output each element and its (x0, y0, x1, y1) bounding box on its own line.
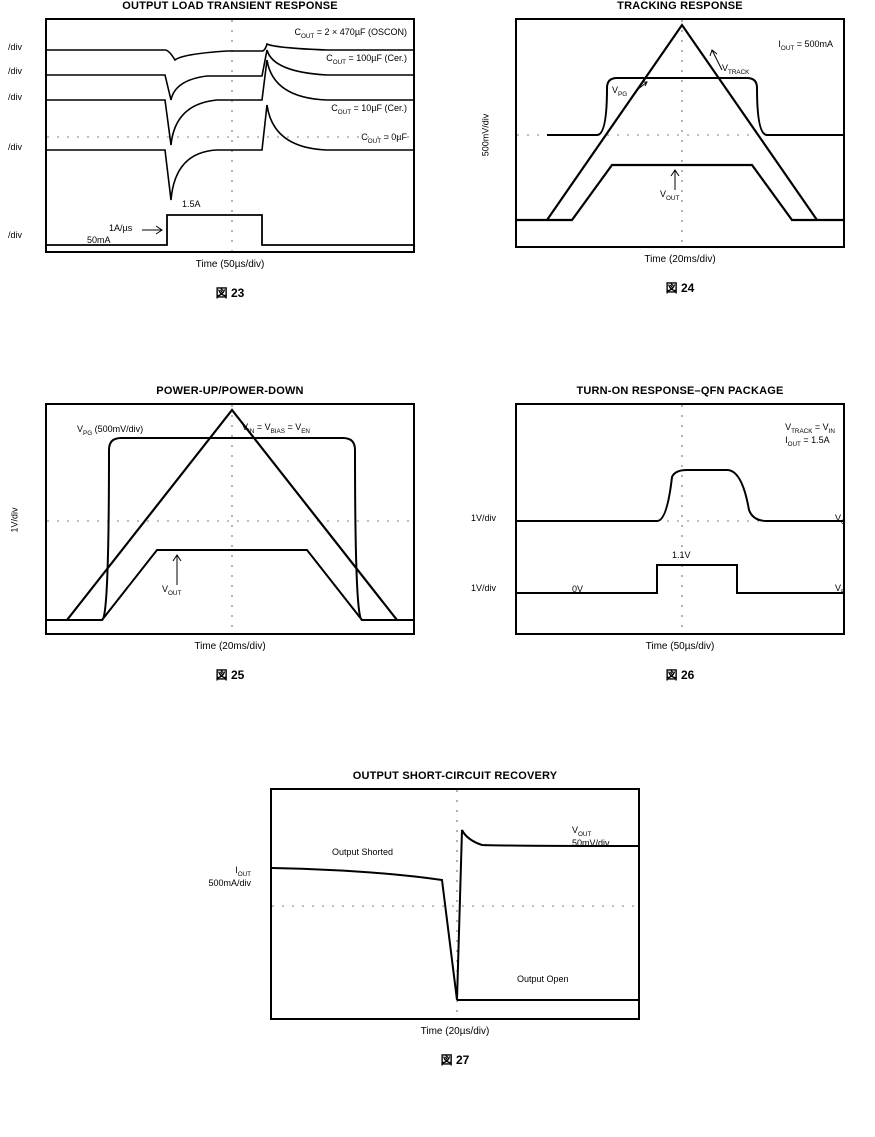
x-axis-label: Time (50µs/div) (646, 641, 715, 652)
figure-25: POWER-UP/POWER-DOWN 1V/div VPG (500mV/di… (30, 385, 430, 683)
vpg-label: VPG (612, 86, 627, 99)
iout-label: IOUT = 500mA (778, 40, 833, 53)
figure-27: OUTPUT SHORT-CIRCUIT RECOVERY Output Sho… (255, 770, 655, 1068)
ylabel: /div (8, 142, 22, 152)
chart-title: OUTPUT LOAD TRANSIENT RESPONSE (122, 0, 338, 12)
chart-plot-area: VPG (500mV/div) VIN = VBIAS = VEN VOUT (45, 403, 415, 635)
chart-plot-area: IOUT = 500mA VPG VTRACK VOUT (515, 18, 845, 248)
ylabel: /div (8, 92, 22, 102)
chart-plot-area: COUT = 2 × 470µF (OSCON) COUT = 100µF (C… (45, 18, 415, 253)
ylabel: /div (8, 42, 22, 52)
y-axis-label: 1V/div (10, 507, 20, 532)
ylabel: 1V/div (460, 583, 496, 593)
figure-24: TRACKING RESPONSE 500mV/div IOUT = 500mA… (500, 0, 860, 296)
vin-label: VIN = VBIAS = VEN (242, 423, 310, 436)
vout-label: VOUT50mV/div (572, 826, 610, 849)
figure-26: TURN-ON RESPONSE–QFN PACKAGE VTRACK = VI… (500, 385, 860, 683)
slew-label: 1A/µs (109, 224, 132, 234)
vout-label: VOUT (660, 190, 679, 203)
vout-label: VOUT (162, 585, 181, 598)
open-label: Output Open (517, 975, 569, 985)
ylabel: 1V/div (460, 513, 496, 523)
x-axis-label: Time (20ms/div) (644, 254, 715, 265)
chart-plot-area: Output Shorted Output Open VOUT50mV/div (270, 788, 640, 1020)
chart-title: POWER-UP/POWER-DOWN (156, 385, 303, 397)
chart-title: TURN-ON RESPONSE–QFN PACKAGE (576, 385, 783, 397)
figure-caption: 図 25 (216, 666, 245, 683)
iout-label: IOUT500mA/div (193, 866, 251, 889)
chart-plot-area: VTRACK = VINIOUT = 1.5A 1.1V 0V (515, 403, 845, 635)
ylabel: /div (8, 230, 22, 240)
x-axis-label: Time (50µs/div) (196, 259, 265, 270)
trace-label: COUT = 2 × 470µF (OSCON) (294, 28, 407, 41)
trace-label: COUT = 0µF (361, 133, 407, 146)
chart-title: TRACKING RESPONSE (617, 0, 743, 12)
chart-title: OUTPUT SHORT-CIRCUIT RECOVERY (353, 770, 558, 782)
x-axis-label: Time (20ms/div) (194, 641, 265, 652)
ylabel-right: VE (835, 583, 845, 596)
x-axis-label: Time (20µs/div) (421, 1026, 490, 1037)
figure-23: OUTPUT LOAD TRANSIENT RESPONSE /div /div… (30, 0, 430, 301)
shorted-label: Output Shorted (332, 848, 393, 858)
condition-label: VTRACK = VINIOUT = 1.5A (785, 423, 835, 448)
trace-label: COUT = 10µF (Cer.) (331, 104, 407, 117)
ylabel: /div (8, 66, 22, 76)
figure-caption: 図 24 (666, 279, 695, 296)
ylabel-right: VC (835, 513, 846, 526)
chart-svg (272, 790, 640, 1020)
load-high-label: 1.5A (182, 200, 201, 210)
chart-svg (47, 405, 415, 635)
figure-caption: 図 23 (216, 284, 245, 301)
ven-low-label: 0V (572, 585, 583, 595)
trace-label: COUT = 100µF (Cer.) (326, 54, 407, 67)
figure-caption: 図 27 (441, 1051, 470, 1068)
ven-high-label: 1.1V (672, 551, 691, 561)
chart-svg (517, 20, 845, 248)
vtrack-label: VTRACK (722, 64, 749, 77)
y-axis-label: 500mV/div (480, 114, 490, 157)
figure-caption: 図 26 (666, 666, 695, 683)
vpg-label: VPG (500mV/div) (77, 425, 143, 438)
load-low-label: 50mA (87, 236, 111, 246)
